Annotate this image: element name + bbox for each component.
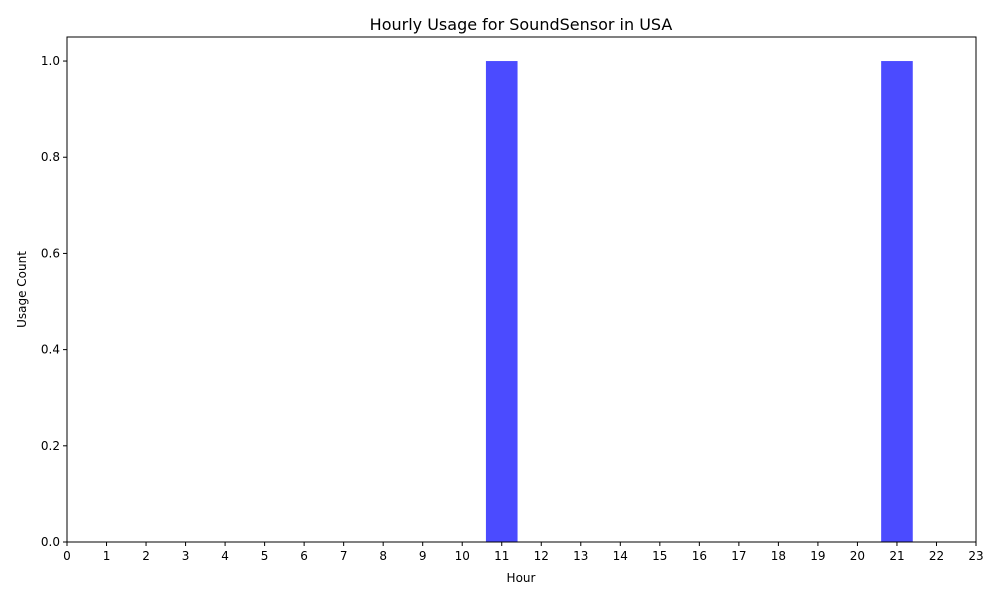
- x-tick-label: 21: [889, 549, 904, 563]
- x-tick-label: 11: [494, 549, 509, 563]
- x-tick-label: 23: [968, 549, 983, 563]
- x-tick-label: 9: [419, 549, 427, 563]
- x-tick-label: 19: [810, 549, 825, 563]
- x-tick-label: 1: [103, 549, 111, 563]
- x-tick-label: 4: [221, 549, 229, 563]
- x-tick-label: 16: [692, 549, 707, 563]
- x-tick-label: 12: [534, 549, 549, 563]
- x-tick-label: 8: [379, 549, 387, 563]
- x-axis-label: Hour: [507, 571, 536, 585]
- y-tick-label: 0.4: [41, 343, 60, 357]
- x-tick-label: 2: [142, 549, 150, 563]
- x-tick-label: 6: [300, 549, 308, 563]
- x-tick-label: 20: [850, 549, 865, 563]
- x-axis-ticks: 0 1 2 3 4 5 6 7 8 9 10 11 12 13 14 15 16 17 18 19 20 21 22 23: [63, 542, 984, 563]
- y-tick-label: 0.2: [41, 439, 60, 453]
- x-tick-label: 0: [63, 549, 71, 563]
- chart-title: Hourly Usage for SoundSensor in USA: [370, 15, 673, 34]
- x-tick-label: 5: [261, 549, 269, 563]
- bar-hour-11: [485, 61, 518, 543]
- x-tick-label: 13: [573, 549, 588, 563]
- plot-frame: [66, 36, 977, 543]
- x-tick-label: 7: [340, 549, 348, 563]
- y-axis-label: Usage Count: [15, 251, 29, 328]
- y-tick-label: 0.0: [41, 535, 60, 549]
- x-tick-label: 15: [652, 549, 667, 563]
- x-tick-label: 22: [929, 549, 944, 563]
- bars-group: [485, 61, 913, 543]
- y-tick-label: 0.6: [41, 246, 60, 260]
- bar-hour-21: [881, 61, 913, 543]
- x-tick-label: 10: [455, 549, 470, 563]
- y-tick-label: 1.0: [41, 54, 60, 68]
- x-tick-label: 3: [182, 549, 190, 563]
- y-tick-label: 0.8: [41, 150, 60, 164]
- x-tick-label: 14: [613, 549, 628, 563]
- y-axis-ticks: 0.0 0.2 0.4 0.6 0.8 1.0: [41, 54, 67, 549]
- x-tick-label: 18: [771, 549, 786, 563]
- x-tick-label: 17: [731, 549, 746, 563]
